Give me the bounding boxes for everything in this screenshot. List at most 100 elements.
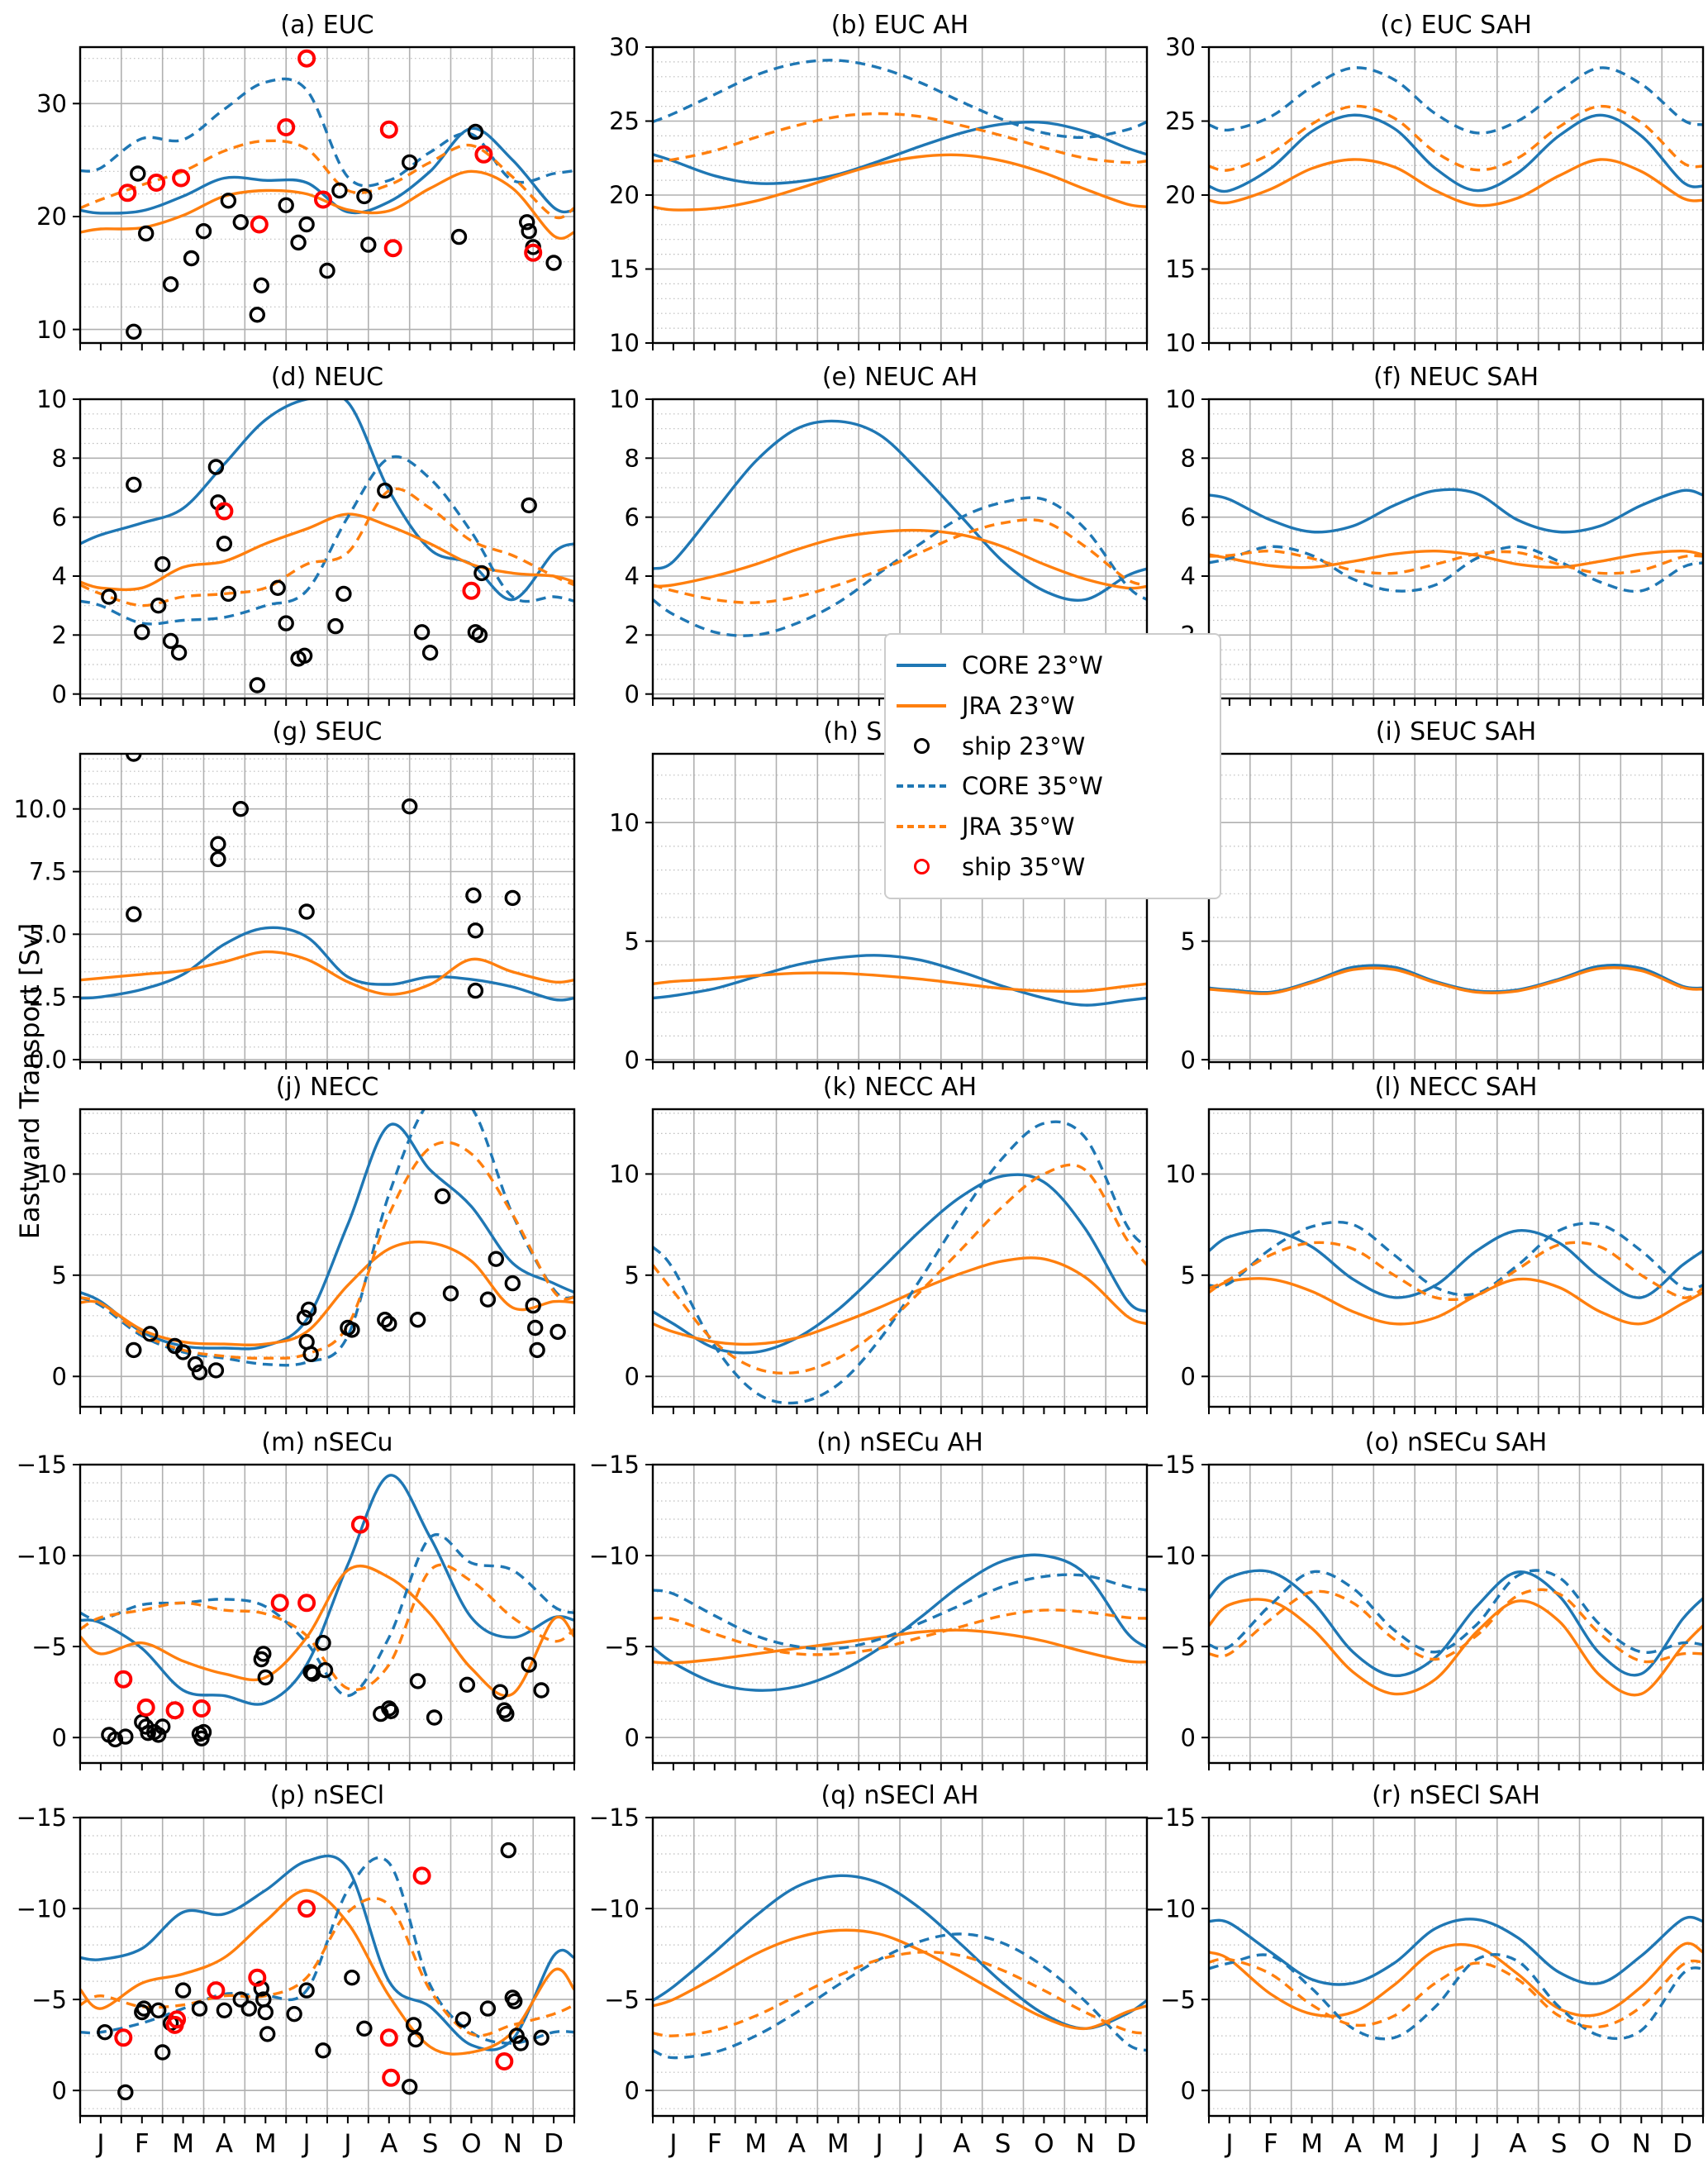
ship23-point	[507, 1993, 523, 2010]
ship23-point	[413, 624, 431, 641]
svg-text:2.5: 2.5	[29, 983, 67, 1011]
ship23-point	[216, 536, 233, 552]
svg-text:15: 15	[609, 255, 640, 284]
ship23-point	[519, 214, 535, 231]
svg-text:N: N	[503, 2129, 522, 2159]
ship23-point	[454, 2011, 472, 2028]
ship23-point	[290, 234, 307, 251]
panel-n: −15 −10 −5 0	[589, 1451, 1149, 1770]
legend-line-icon	[894, 784, 949, 789]
svg-text:0: 0	[1181, 1362, 1196, 1390]
ship23-point	[298, 903, 315, 920]
svg-text:J: J	[342, 2129, 351, 2159]
series-jra23	[653, 1928, 1147, 2031]
panel-r-title: (r) nSECl SAH	[1372, 1781, 1540, 1810]
legend-line-icon	[894, 703, 949, 708]
svg-text:6: 6	[625, 503, 640, 531]
ship35-point	[215, 502, 234, 521]
svg-text:−15: −15	[17, 1803, 67, 1832]
ship23-point	[107, 1731, 124, 1748]
panel-g-chart: 0.0 2.5 5.0 7.5 10.0	[13, 752, 576, 1074]
panel-g-title: (g) SEUC	[272, 717, 383, 746]
ship23-point	[174, 1344, 192, 1360]
svg-text:−5: −5	[1160, 1632, 1196, 1661]
svg-text:S: S	[1551, 2129, 1568, 2159]
ship23-point	[360, 236, 377, 253]
ship23-point	[421, 645, 439, 661]
ship23-point	[512, 2035, 529, 2051]
svg-text:F: F	[135, 2129, 150, 2159]
series-jra23	[653, 1256, 1147, 1346]
series-jra23	[653, 971, 1147, 993]
series-jra23	[80, 1565, 574, 1698]
svg-text:8: 8	[625, 444, 640, 472]
series-core23	[80, 1474, 574, 1706]
series-jra23	[1209, 1942, 1703, 2018]
series-core35	[653, 1573, 1147, 1651]
ship23-point	[450, 228, 468, 245]
panel-i-title: (i) SEUC SAH	[1375, 717, 1537, 746]
ship35-point	[495, 2052, 514, 2070]
svg-text:2: 2	[52, 621, 67, 649]
panel-b-title: (b) EUC AH	[830, 11, 969, 40]
ship23-point	[140, 1725, 156, 1742]
ship23-point	[210, 836, 226, 852]
svg-text:25: 25	[609, 107, 640, 136]
ship23-point	[269, 579, 286, 597]
panel-k: 0 5 10	[609, 1108, 1149, 1414]
svg-text:5: 5	[625, 927, 640, 955]
series-core35	[653, 1932, 1147, 2060]
ship35-point	[474, 145, 493, 164]
ship23-point	[377, 482, 393, 499]
svg-text:−10: −10	[1145, 1541, 1196, 1570]
series-core23	[80, 926, 574, 1002]
svg-text:4: 4	[625, 562, 640, 590]
series-core23	[1209, 113, 1703, 193]
series-core35	[1209, 1953, 1703, 2041]
panel-e: 0 2 4 6 8 10	[609, 385, 1149, 708]
svg-text:O: O	[461, 2129, 481, 2159]
panel-n-chart: −15 −10 −5 0	[589, 1451, 1149, 1770]
ship23-point	[126, 906, 142, 922]
svg-text:10: 10	[1165, 329, 1196, 357]
svg-text:10: 10	[1165, 385, 1196, 413]
svg-text:5: 5	[1181, 1261, 1196, 1289]
ship23-point	[191, 2000, 208, 2017]
series-jra35	[1209, 1588, 1703, 1664]
panel-o-title: (o) nSECu SAH	[1364, 1428, 1548, 1457]
svg-text:4: 4	[1181, 562, 1196, 590]
svg-text:−10: −10	[1145, 1894, 1196, 1923]
ship23-point	[402, 154, 418, 171]
ship35-point	[193, 1699, 211, 1718]
series-core35	[653, 496, 1147, 637]
ship23-point	[257, 1669, 274, 1686]
panel-q-chart: −15−10−50J F M A M J J A S O N D	[589, 1803, 1149, 2159]
series-core23	[80, 399, 574, 602]
ship35-point	[136, 1698, 155, 1717]
ship23-point	[232, 800, 250, 817]
ship23-point	[467, 922, 484, 939]
ship23-point	[409, 1311, 426, 1328]
svg-text:0: 0	[1181, 1723, 1196, 1751]
ship35-point	[172, 169, 191, 188]
svg-text:0: 0	[625, 2076, 640, 2104]
legend-line-icon	[894, 825, 949, 829]
ship35-point	[118, 183, 137, 203]
svg-text:20: 20	[36, 203, 67, 231]
panel-c-title: (c) EUC SAH	[1380, 11, 1532, 40]
svg-text:D: D	[1672, 2129, 1692, 2159]
panel-d-chart: 0 2 4 6 8 10	[36, 385, 576, 708]
svg-text:A: A	[953, 2129, 970, 2159]
series-jra23	[1209, 1277, 1703, 1326]
ship23-point	[550, 1323, 566, 1341]
svg-text:O: O	[1590, 2129, 1610, 2159]
series-core23	[653, 1173, 1147, 1355]
ship23-point	[302, 1346, 319, 1362]
svg-text:−15: −15	[589, 1803, 640, 1832]
ship23-point	[465, 887, 482, 904]
ship23-point	[405, 2017, 422, 2033]
svg-text:0: 0	[1181, 1046, 1196, 1074]
ship23-point	[278, 615, 294, 631]
ship23-point	[191, 1364, 208, 1381]
